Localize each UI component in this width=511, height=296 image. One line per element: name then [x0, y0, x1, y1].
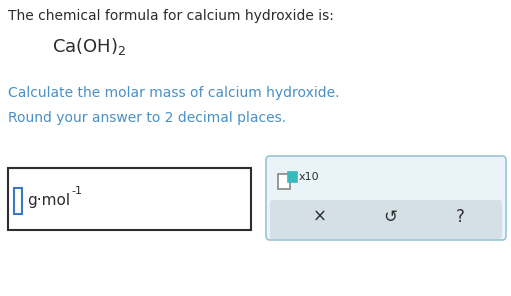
- Text: x10: x10: [299, 172, 319, 182]
- Text: ?: ?: [456, 208, 464, 226]
- Text: -1: -1: [71, 186, 82, 196]
- Text: Ca(OH)$_2$: Ca(OH)$_2$: [52, 36, 126, 57]
- Text: ↺: ↺: [383, 208, 397, 226]
- FancyBboxPatch shape: [266, 156, 506, 240]
- FancyBboxPatch shape: [288, 172, 297, 182]
- FancyBboxPatch shape: [8, 168, 251, 230]
- Text: Calculate the molar mass of calcium hydroxide.: Calculate the molar mass of calcium hydr…: [8, 86, 339, 100]
- FancyBboxPatch shape: [14, 188, 22, 214]
- Text: Round your answer to 2 decimal places.: Round your answer to 2 decimal places.: [8, 111, 286, 125]
- Text: g·mol: g·mol: [27, 193, 70, 208]
- Text: ×: ×: [313, 208, 327, 226]
- FancyBboxPatch shape: [278, 174, 290, 189]
- Text: The chemical formula for calcium hydroxide is:: The chemical formula for calcium hydroxi…: [8, 9, 334, 23]
- FancyBboxPatch shape: [270, 200, 502, 239]
